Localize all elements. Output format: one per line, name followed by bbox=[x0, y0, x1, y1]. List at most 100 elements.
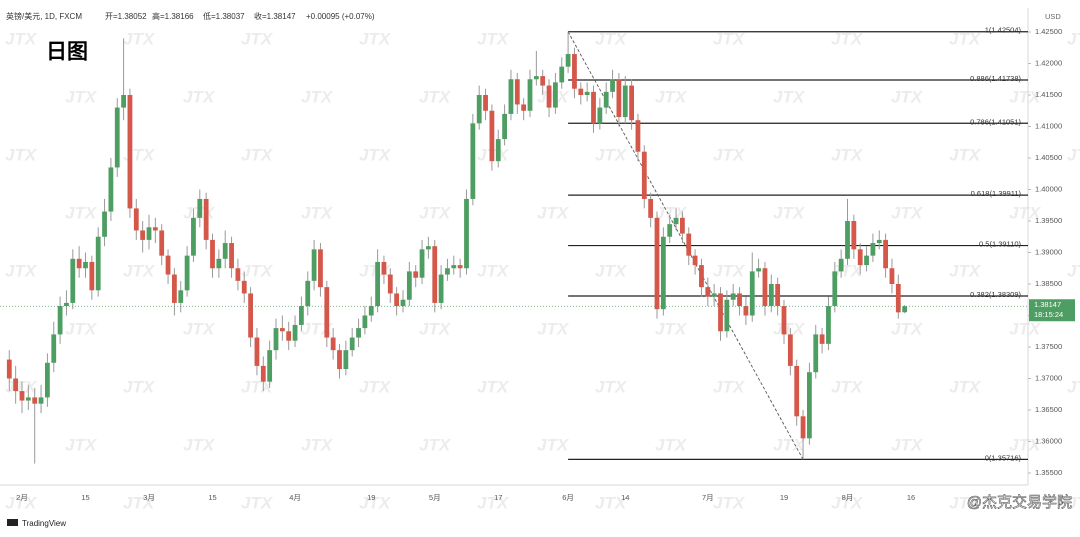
candle-body bbox=[622, 85, 628, 118]
candle-body bbox=[464, 198, 469, 269]
candle-body bbox=[413, 271, 419, 278]
candle-body bbox=[197, 198, 203, 218]
x-tick-label: 5月 bbox=[429, 493, 441, 502]
candle-body bbox=[864, 255, 869, 266]
candle-body bbox=[756, 268, 761, 272]
candle-body bbox=[368, 306, 374, 316]
brand-logo bbox=[7, 519, 18, 526]
candle-body bbox=[127, 95, 133, 209]
candle-body bbox=[121, 95, 126, 108]
symbol: 英镑/美元, 1D, FXCM bbox=[6, 11, 82, 21]
candle-body bbox=[508, 79, 514, 114]
candle-body bbox=[883, 239, 888, 269]
close-label: 收=1.38147 bbox=[254, 11, 296, 21]
candle-body bbox=[470, 123, 476, 199]
candle-body bbox=[419, 249, 425, 278]
fib-label: 0.382(1.38309) bbox=[970, 290, 1021, 299]
candle-body bbox=[45, 362, 50, 398]
chart-title: 日图 bbox=[46, 41, 88, 64]
candle-body bbox=[292, 324, 298, 341]
watermark: JTX bbox=[183, 87, 216, 106]
brand: TradingView bbox=[7, 519, 66, 528]
watermark-layer: JTX JTX JTX JTX JTX JTX JTX JTX JTX JTX JTX JTX JTX J… bbox=[5, 29, 1080, 512]
candle-body bbox=[749, 271, 755, 316]
candle-body bbox=[857, 249, 863, 266]
candle-body bbox=[222, 243, 228, 259]
candle-body bbox=[400, 299, 406, 307]
candle-body bbox=[95, 236, 101, 291]
candle-body bbox=[13, 378, 19, 392]
candle-body bbox=[807, 372, 812, 439]
candle-body bbox=[546, 85, 552, 108]
candle-body bbox=[743, 306, 749, 316]
watermark: JTX bbox=[1009, 87, 1042, 106]
candle-body bbox=[324, 287, 330, 338]
candle-body bbox=[457, 265, 463, 269]
candle-body bbox=[578, 88, 584, 95]
watermark: JTX bbox=[241, 261, 274, 280]
candle-body bbox=[102, 211, 107, 237]
watermark: JTX bbox=[773, 319, 806, 338]
watermark: JTX bbox=[183, 435, 216, 454]
last-price-label: 1.38147 bbox=[1034, 300, 1061, 309]
watermark: JTX bbox=[241, 145, 274, 164]
watermark: JTX bbox=[5, 145, 38, 164]
candle-body bbox=[724, 299, 730, 332]
fib-label: 0.618(1.39911) bbox=[971, 189, 1022, 198]
high-label: 高=1.38166 bbox=[152, 11, 194, 21]
x-tick-label: 3月 bbox=[143, 493, 155, 502]
watermark: JTX bbox=[831, 29, 864, 48]
watermark: JTX bbox=[537, 435, 570, 454]
watermark: JTX bbox=[891, 87, 924, 106]
watermark: JTX bbox=[65, 203, 98, 222]
candle-body bbox=[800, 416, 806, 439]
x-tick-label: 16 bbox=[907, 493, 915, 502]
candle-body bbox=[533, 76, 539, 80]
candle-body bbox=[203, 198, 209, 240]
x-tick-label: 4月 bbox=[289, 493, 301, 502]
watermark: JTX bbox=[1009, 203, 1042, 222]
candle-body bbox=[699, 265, 704, 288]
watermark: JTX bbox=[419, 319, 452, 338]
brand-text: TradingView bbox=[22, 519, 66, 528]
watermark: JTX bbox=[1067, 29, 1080, 48]
candle-body bbox=[819, 334, 825, 344]
watermark: JTX bbox=[5, 261, 38, 280]
watermark: JTX bbox=[595, 29, 628, 48]
candle-body bbox=[165, 255, 171, 275]
candle-body bbox=[641, 151, 647, 199]
candle-body bbox=[445, 268, 450, 275]
watermark: JTX bbox=[1009, 319, 1042, 338]
candle-body bbox=[330, 337, 336, 351]
candle-body bbox=[6, 359, 12, 379]
candle-body bbox=[730, 293, 736, 300]
candle-body bbox=[318, 249, 323, 288]
candle-body bbox=[172, 274, 177, 303]
candle-body bbox=[286, 331, 292, 341]
candle-body bbox=[686, 233, 692, 256]
currency: USD bbox=[1045, 12, 1061, 21]
y-tick-label: 1.42000 bbox=[1035, 58, 1062, 67]
watermark: JTX bbox=[595, 493, 628, 512]
credit: @杰克交易学院 bbox=[967, 493, 1072, 511]
watermark: JTX bbox=[891, 319, 924, 338]
candle-body bbox=[19, 391, 25, 401]
x-tick-label: 6月 bbox=[562, 493, 574, 502]
watermark: JTX bbox=[301, 87, 334, 106]
candle-body bbox=[832, 271, 838, 307]
candle-body bbox=[279, 328, 285, 332]
candle-body bbox=[375, 261, 380, 307]
watermark: JTX bbox=[1067, 377, 1080, 396]
candle-body bbox=[394, 293, 400, 307]
y-tick-label: 1.42500 bbox=[1035, 27, 1062, 36]
candle-body bbox=[64, 302, 69, 307]
candle-body bbox=[705, 287, 711, 297]
candle-body bbox=[133, 208, 139, 231]
y-tick-label: 1.35500 bbox=[1035, 468, 1062, 477]
candle-body bbox=[768, 284, 774, 307]
candle-body bbox=[521, 104, 527, 111]
watermark: JTX bbox=[359, 29, 392, 48]
watermark: JTX bbox=[655, 87, 688, 106]
y-tick-label: 1.38500 bbox=[1035, 279, 1062, 288]
watermark: JTX bbox=[359, 145, 392, 164]
